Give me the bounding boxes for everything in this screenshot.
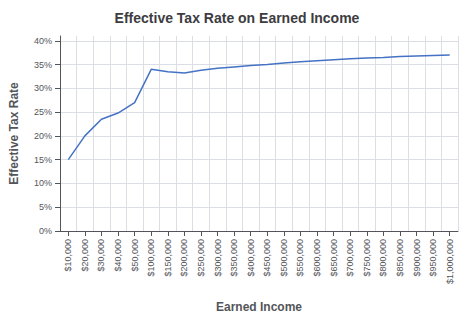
svg-text:25%: 25% (34, 107, 52, 117)
svg-text:$10,000: $10,000 (63, 239, 73, 272)
svg-text:$650,000: $650,000 (329, 239, 339, 277)
svg-text:0%: 0% (39, 226, 52, 236)
svg-text:$500,000: $500,000 (279, 239, 289, 277)
svg-text:$250,000: $250,000 (196, 239, 206, 277)
svg-text:$450,000: $450,000 (262, 239, 272, 277)
svg-text:$1,000,000: $1,000,000 (445, 239, 455, 284)
svg-text:10%: 10% (34, 178, 52, 188)
svg-text:$750,000: $750,000 (362, 239, 372, 277)
svg-text:$400,000: $400,000 (246, 239, 256, 277)
svg-text:40%: 40% (34, 36, 52, 46)
svg-text:Effective Tax Rate: Effective Tax Rate (7, 82, 21, 185)
svg-text:$800,000: $800,000 (378, 239, 388, 277)
svg-text:5%: 5% (39, 202, 52, 212)
svg-text:$40,000: $40,000 (113, 239, 123, 272)
svg-text:$100,000: $100,000 (146, 239, 156, 277)
svg-text:Effective Tax Rate on Earned I: Effective Tax Rate on Earned Income (115, 10, 360, 26)
svg-text:30%: 30% (34, 83, 52, 93)
svg-text:$350,000: $350,000 (229, 239, 239, 277)
svg-text:15%: 15% (34, 155, 52, 165)
svg-text:35%: 35% (34, 60, 52, 70)
svg-text:$150,000: $150,000 (163, 239, 173, 277)
svg-text:$200,000: $200,000 (179, 239, 189, 277)
svg-text:$900,000: $900,000 (412, 239, 422, 277)
svg-text:$700,000: $700,000 (345, 239, 355, 277)
svg-text:$850,000: $850,000 (395, 239, 405, 277)
svg-text:$300,000: $300,000 (213, 239, 223, 277)
svg-text:$950,000: $950,000 (428, 239, 438, 277)
svg-text:$20,000: $20,000 (80, 239, 90, 272)
svg-text:Earned Income: Earned Income (216, 300, 302, 314)
svg-text:$550,000: $550,000 (295, 239, 305, 277)
svg-text:20%: 20% (34, 131, 52, 141)
svg-text:$50,000: $50,000 (130, 239, 140, 272)
svg-text:$30,000: $30,000 (96, 239, 106, 272)
svg-text:$600,000: $600,000 (312, 239, 322, 277)
